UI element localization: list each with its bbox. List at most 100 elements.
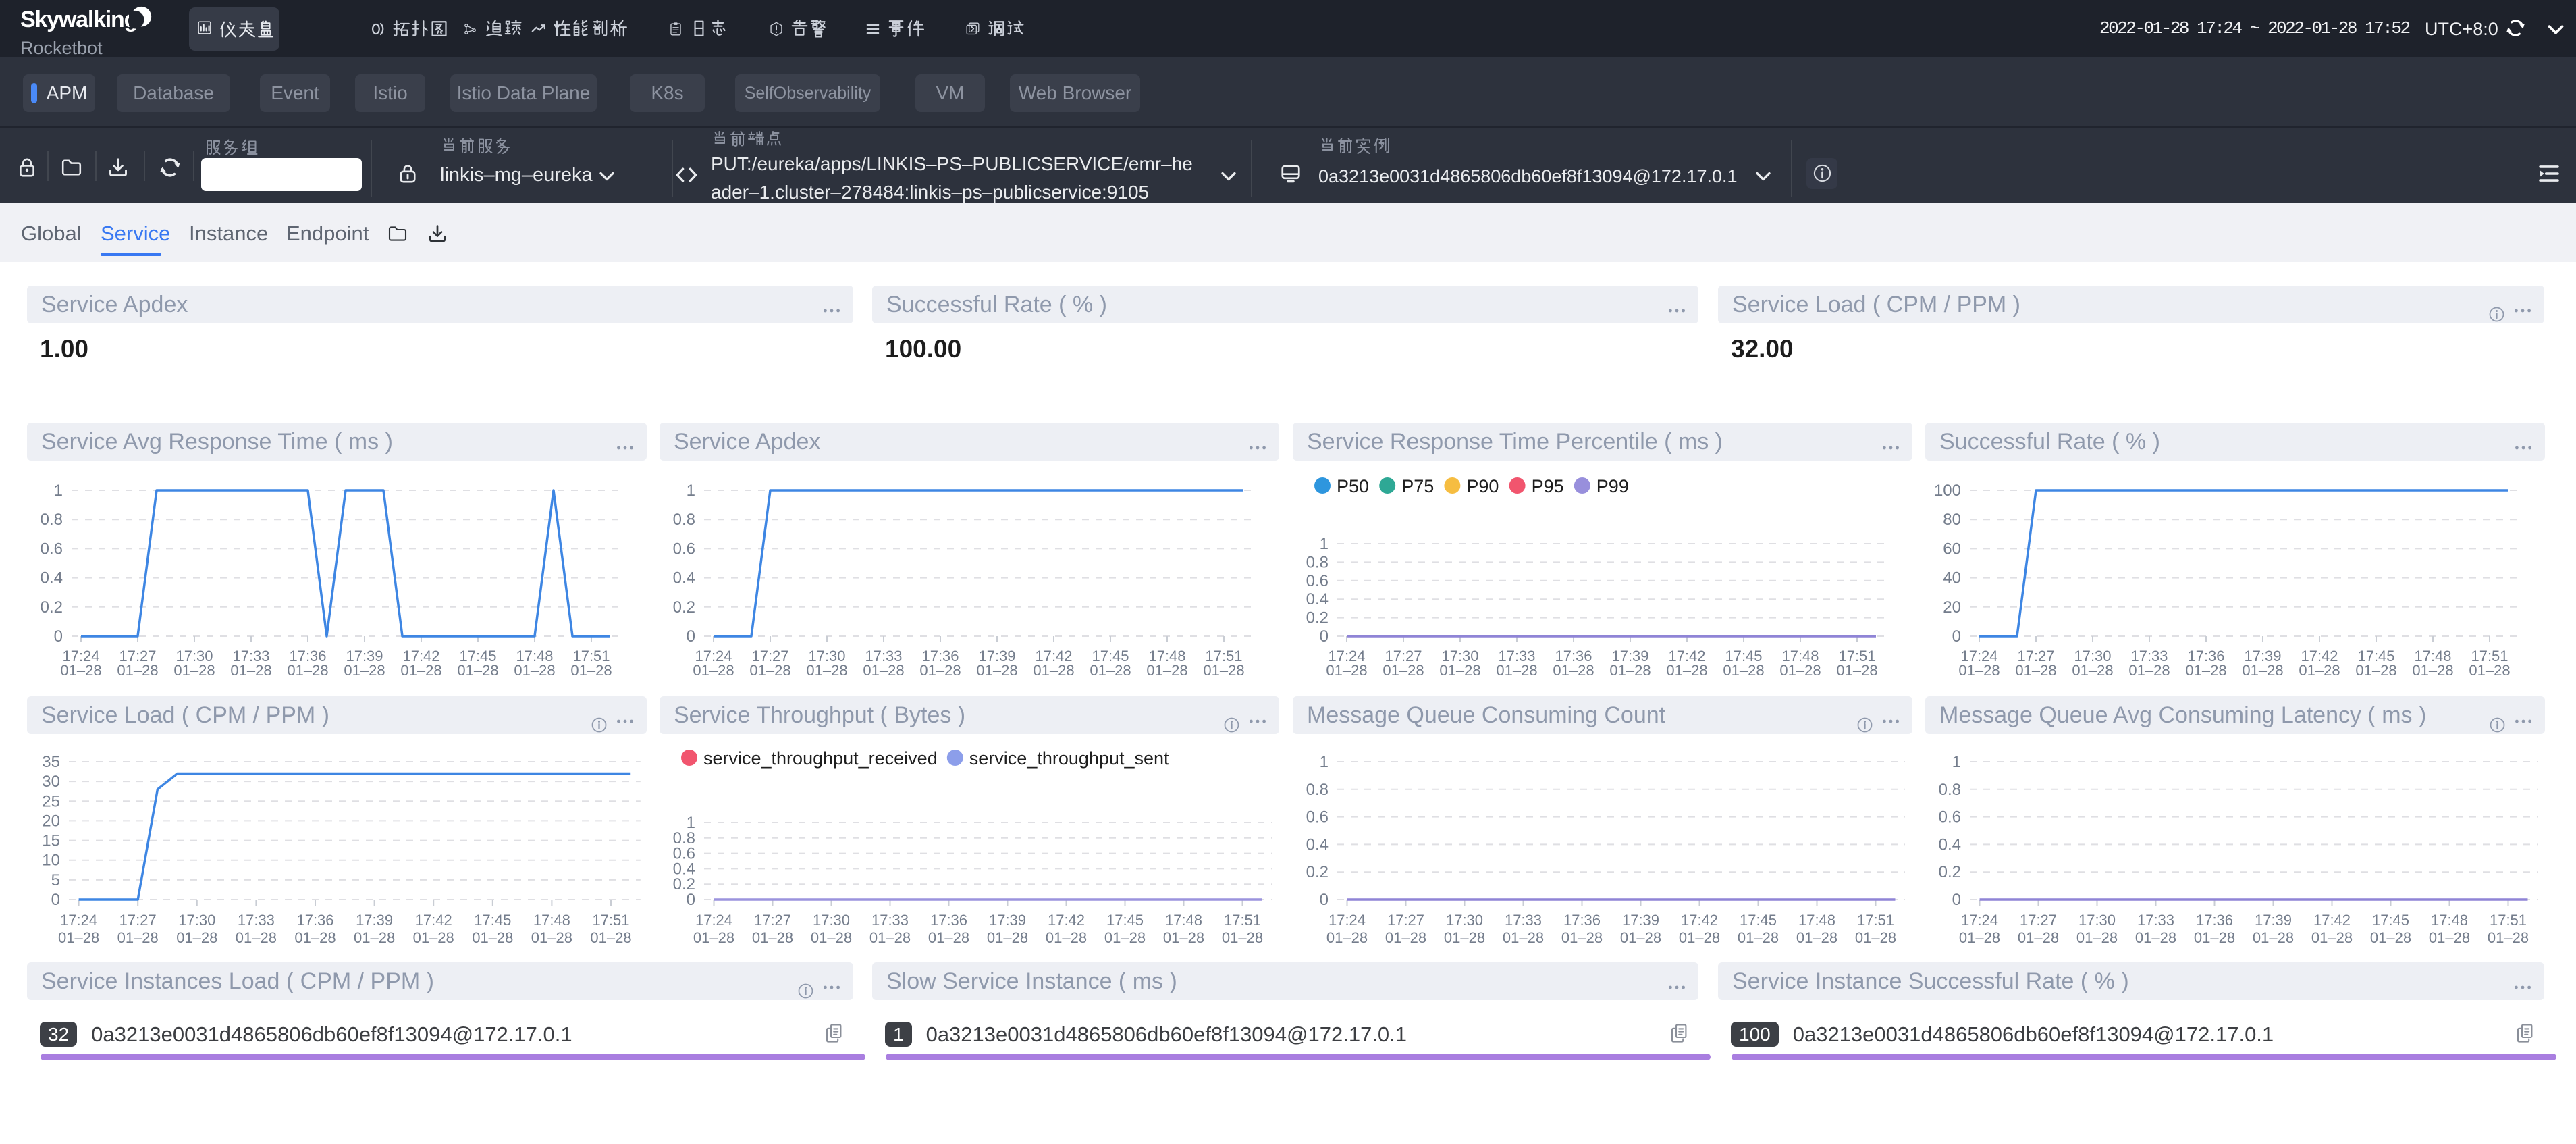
svg-text:17:27: 17:27: [1385, 648, 1422, 665]
svg-text:01–28: 01–28: [354, 929, 395, 946]
svg-text:0.2: 0.2: [673, 598, 695, 617]
svg-text:01–28: 01–28: [1203, 662, 1244, 679]
svg-text:01–28: 01–28: [531, 929, 572, 946]
svg-text:17:27: 17:27: [1387, 912, 1424, 929]
svg-text:0.6: 0.6: [673, 540, 695, 558]
svg-text:01–28: 01–28: [294, 929, 336, 946]
svg-text:17:36: 17:36: [296, 912, 333, 929]
svg-text:17:48: 17:48: [533, 912, 570, 929]
svg-text:01–28: 01–28: [1163, 929, 1204, 946]
svg-text:17:48: 17:48: [2414, 648, 2451, 665]
svg-text:1: 1: [1952, 753, 1961, 771]
svg-text:01–28: 01–28: [2135, 929, 2176, 946]
svg-text:17:33: 17:33: [2137, 912, 2174, 929]
svg-text:17:42: 17:42: [1035, 648, 1072, 665]
svg-text:17:24: 17:24: [1328, 648, 1365, 665]
svg-text:01–28: 01–28: [2311, 929, 2353, 946]
svg-text:01–28: 01–28: [1609, 662, 1651, 679]
svg-text:17:42: 17:42: [1681, 912, 1718, 929]
svg-text:01–28: 01–28: [1146, 662, 1187, 679]
svg-text:0.8: 0.8: [1306, 553, 1329, 571]
svg-text:01–28: 01–28: [693, 929, 734, 946]
svg-text:01–28: 01–28: [976, 662, 1017, 679]
svg-text:0.6: 0.6: [1939, 808, 1961, 827]
svg-text:01–28: 01–28: [1090, 662, 1131, 679]
svg-text:0.8: 0.8: [1939, 781, 1961, 799]
svg-text:17:45: 17:45: [2357, 648, 2394, 665]
svg-text:17:51: 17:51: [1838, 648, 1875, 665]
svg-text:01–28: 01–28: [2429, 929, 2470, 946]
svg-text:01–28: 01–28: [811, 929, 852, 946]
svg-text:17:24: 17:24: [695, 648, 732, 665]
svg-text:17:45: 17:45: [459, 648, 496, 665]
svg-text:17:27: 17:27: [2020, 912, 2057, 929]
svg-text:01–28: 01–28: [590, 929, 631, 946]
svg-text:01–28: 01–28: [869, 929, 911, 946]
svg-text:0.4: 0.4: [673, 860, 695, 878]
svg-text:80: 80: [1943, 511, 1961, 529]
svg-text:01–28: 01–28: [1620, 929, 1661, 946]
svg-text:01–28: 01–28: [987, 929, 1028, 946]
svg-text:60: 60: [1943, 540, 1961, 558]
svg-text:17:51: 17:51: [2490, 912, 2527, 929]
svg-text:17:24: 17:24: [62, 648, 99, 665]
svg-text:17:24: 17:24: [1960, 648, 1997, 665]
svg-text:17:24: 17:24: [60, 912, 97, 929]
svg-text:0: 0: [1952, 627, 1961, 646]
svg-text:17:27: 17:27: [119, 912, 157, 929]
svg-text:01–28: 01–28: [1444, 929, 1485, 946]
svg-text:25: 25: [42, 792, 60, 810]
svg-text:01–28: 01–28: [1553, 662, 1594, 679]
svg-text:17:27: 17:27: [119, 648, 156, 665]
svg-text:100: 100: [1934, 482, 1961, 500]
svg-text:01–28: 01–28: [230, 662, 271, 679]
svg-text:0: 0: [687, 627, 695, 646]
svg-text:17:24: 17:24: [695, 912, 732, 929]
svg-text:0.4: 0.4: [673, 569, 695, 588]
svg-text:17:30: 17:30: [808, 648, 845, 665]
svg-text:01–28: 01–28: [2242, 662, 2283, 679]
svg-text:0: 0: [1320, 627, 1329, 646]
svg-text:01–28: 01–28: [2299, 662, 2340, 679]
svg-text:01–28: 01–28: [60, 662, 101, 679]
svg-text:17:48: 17:48: [1781, 648, 1819, 665]
svg-text:17:30: 17:30: [176, 648, 213, 665]
svg-text:17:24: 17:24: [1961, 912, 1998, 929]
svg-text:service_throughput_sent: service_throughput_sent: [969, 748, 1169, 769]
svg-text:0.6: 0.6: [1306, 808, 1329, 827]
svg-text:01–28: 01–28: [1104, 929, 1146, 946]
svg-text:17:33: 17:33: [865, 648, 902, 665]
svg-text:0.6: 0.6: [1306, 572, 1329, 590]
svg-text:17:39: 17:39: [2255, 912, 2292, 929]
svg-text:17:45: 17:45: [2372, 912, 2409, 929]
svg-text:01–28: 01–28: [570, 662, 612, 679]
svg-text:01–28: 01–28: [2015, 662, 2056, 679]
svg-text:0.6: 0.6: [673, 845, 695, 863]
svg-text:01–28: 01–28: [863, 662, 904, 679]
svg-text:01–28: 01–28: [2370, 929, 2411, 946]
svg-text:0: 0: [687, 891, 695, 909]
svg-text:17:27: 17:27: [751, 648, 788, 665]
svg-text:17:48: 17:48: [516, 648, 553, 665]
svg-text:17:51: 17:51: [592, 912, 629, 929]
svg-text:0.4: 0.4: [1306, 835, 1329, 854]
svg-text:01–28: 01–28: [413, 929, 454, 946]
svg-text:17:42: 17:42: [1668, 648, 1705, 665]
svg-text:01–28: 01–28: [1383, 662, 1424, 679]
svg-text:17:51: 17:51: [1205, 648, 1242, 665]
svg-text:17:42: 17:42: [1048, 912, 1085, 929]
svg-text:17:36: 17:36: [921, 648, 959, 665]
svg-text:0.2: 0.2: [673, 875, 695, 893]
svg-text:17:30: 17:30: [1446, 912, 1483, 929]
svg-text:17:33: 17:33: [871, 912, 909, 929]
svg-text:01–28: 01–28: [1326, 929, 1368, 946]
svg-text:0.2: 0.2: [41, 598, 63, 617]
svg-text:17:27: 17:27: [754, 912, 791, 929]
svg-text:01–28: 01–28: [1561, 929, 1603, 946]
svg-text:01–28: 01–28: [2076, 929, 2118, 946]
svg-text:01–28: 01–28: [1496, 662, 1537, 679]
svg-text:15: 15: [42, 832, 60, 850]
svg-text:01–28: 01–28: [344, 662, 385, 679]
svg-text:17:51: 17:51: [1224, 912, 1261, 929]
svg-text:01–28: 01–28: [749, 662, 790, 679]
